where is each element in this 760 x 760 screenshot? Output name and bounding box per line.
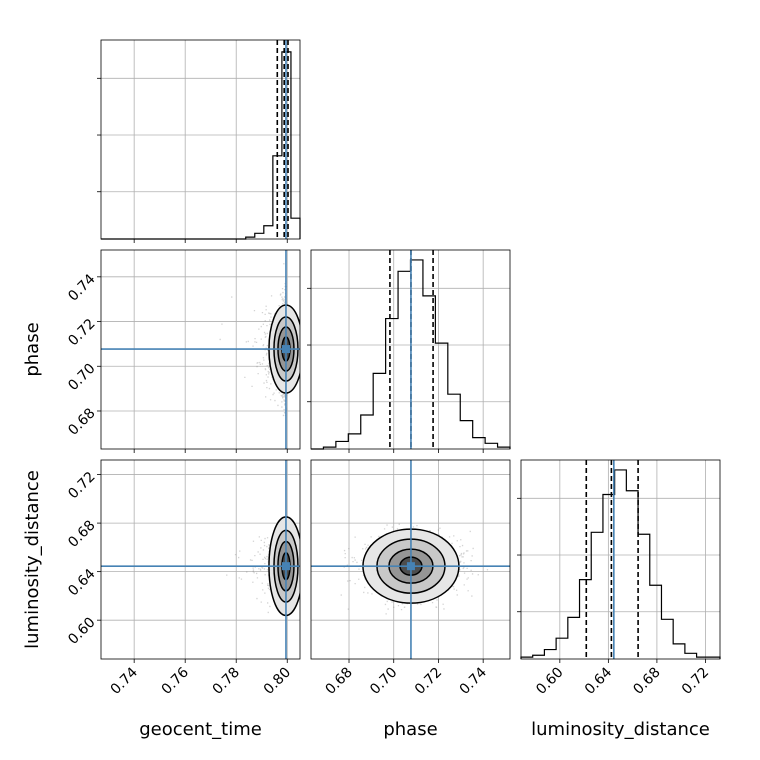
x-tick-label: 0.72 bbox=[412, 665, 445, 698]
y-tick-label: 0.74 bbox=[65, 271, 98, 304]
panel-frame bbox=[100, 39, 301, 240]
x-tick-label: 0.74 bbox=[108, 664, 141, 697]
panel-2-2 bbox=[520, 460, 721, 659]
panel-frame bbox=[310, 249, 511, 450]
panel-frame bbox=[520, 459, 721, 660]
y-tick-label: 0.70 bbox=[65, 361, 98, 394]
panel-frame bbox=[100, 459, 301, 660]
x-tick-label: 0.80 bbox=[261, 665, 294, 698]
panel-1-0 bbox=[101, 250, 300, 449]
truth-marker bbox=[281, 562, 290, 571]
y-tick-label: 0.68 bbox=[65, 517, 98, 550]
panel-1-1 bbox=[311, 250, 511, 450]
x-tick-label: 0.74 bbox=[457, 664, 490, 697]
scatter-cloud-phase-luminosity_distance bbox=[311, 460, 510, 659]
y-axis-label-luminosity_distance: luminosity_distance bbox=[22, 470, 43, 649]
y-tick-label: 0.64 bbox=[65, 566, 98, 599]
panel-2-0 bbox=[101, 460, 300, 659]
x-tick-label: 0.60 bbox=[533, 665, 566, 698]
y-tick-label: 0.60 bbox=[65, 615, 98, 648]
x-tick-label: 0.72 bbox=[679, 665, 712, 698]
y-tick-label: 0.72 bbox=[65, 469, 98, 502]
y-tick-label: 0.72 bbox=[65, 316, 98, 349]
panel-0-0 bbox=[101, 40, 301, 240]
histogram-luminosity_distance bbox=[520, 469, 721, 659]
truth-marker bbox=[281, 345, 290, 354]
y-tick-label: 0.68 bbox=[65, 405, 98, 438]
x-axis-label-luminosity_distance: luminosity_distance bbox=[531, 719, 710, 740]
x-tick-label: 0.76 bbox=[159, 664, 192, 697]
x-tick-label: 0.78 bbox=[210, 665, 243, 698]
panel-frame bbox=[100, 249, 301, 450]
x-tick-label: 0.68 bbox=[322, 665, 355, 698]
histogram-geocent_time bbox=[101, 51, 301, 240]
panel-2-1 bbox=[311, 460, 510, 659]
x-axis-label-phase: phase bbox=[383, 719, 437, 740]
x-tick-label: 0.68 bbox=[630, 665, 663, 698]
scatter-cloud-geocent_time-luminosity_distance bbox=[101, 460, 300, 659]
x-tick-label: 0.64 bbox=[582, 664, 615, 697]
truth-marker bbox=[406, 562, 415, 571]
x-axis-label-geocent_time: geocent_time bbox=[139, 719, 262, 740]
scatter-cloud-geocent_time-phase bbox=[101, 250, 300, 449]
y-axis-label-phase: phase bbox=[22, 322, 43, 376]
panel-frame bbox=[310, 459, 511, 660]
x-tick-label: 0.70 bbox=[367, 665, 400, 698]
